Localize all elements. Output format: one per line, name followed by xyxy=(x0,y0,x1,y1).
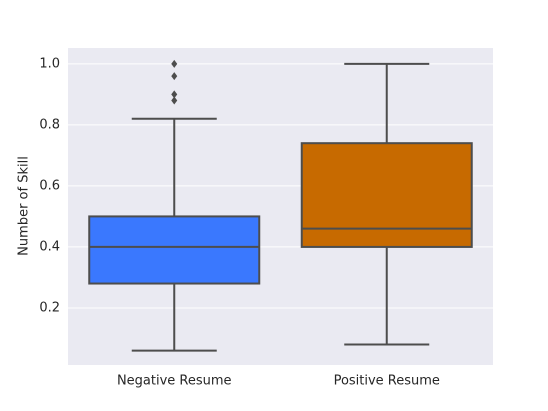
x-tick-label: Negative Resume xyxy=(117,374,232,389)
outlier xyxy=(171,96,178,105)
y-axis-label: Number of Skill xyxy=(17,156,32,256)
y-tick-label: 0.2 xyxy=(39,300,60,315)
box xyxy=(88,215,261,285)
outlier xyxy=(171,72,178,81)
outlier xyxy=(171,90,178,99)
y-tick-label: 1.0 xyxy=(39,56,60,71)
box xyxy=(300,142,473,248)
y-tick-label: 0.4 xyxy=(39,239,60,254)
y-tick-label: 0.8 xyxy=(39,117,60,132)
x-tick-label: Positive Resume xyxy=(334,374,440,389)
outlier xyxy=(171,59,178,68)
y-tick-label: 0.6 xyxy=(39,178,60,193)
